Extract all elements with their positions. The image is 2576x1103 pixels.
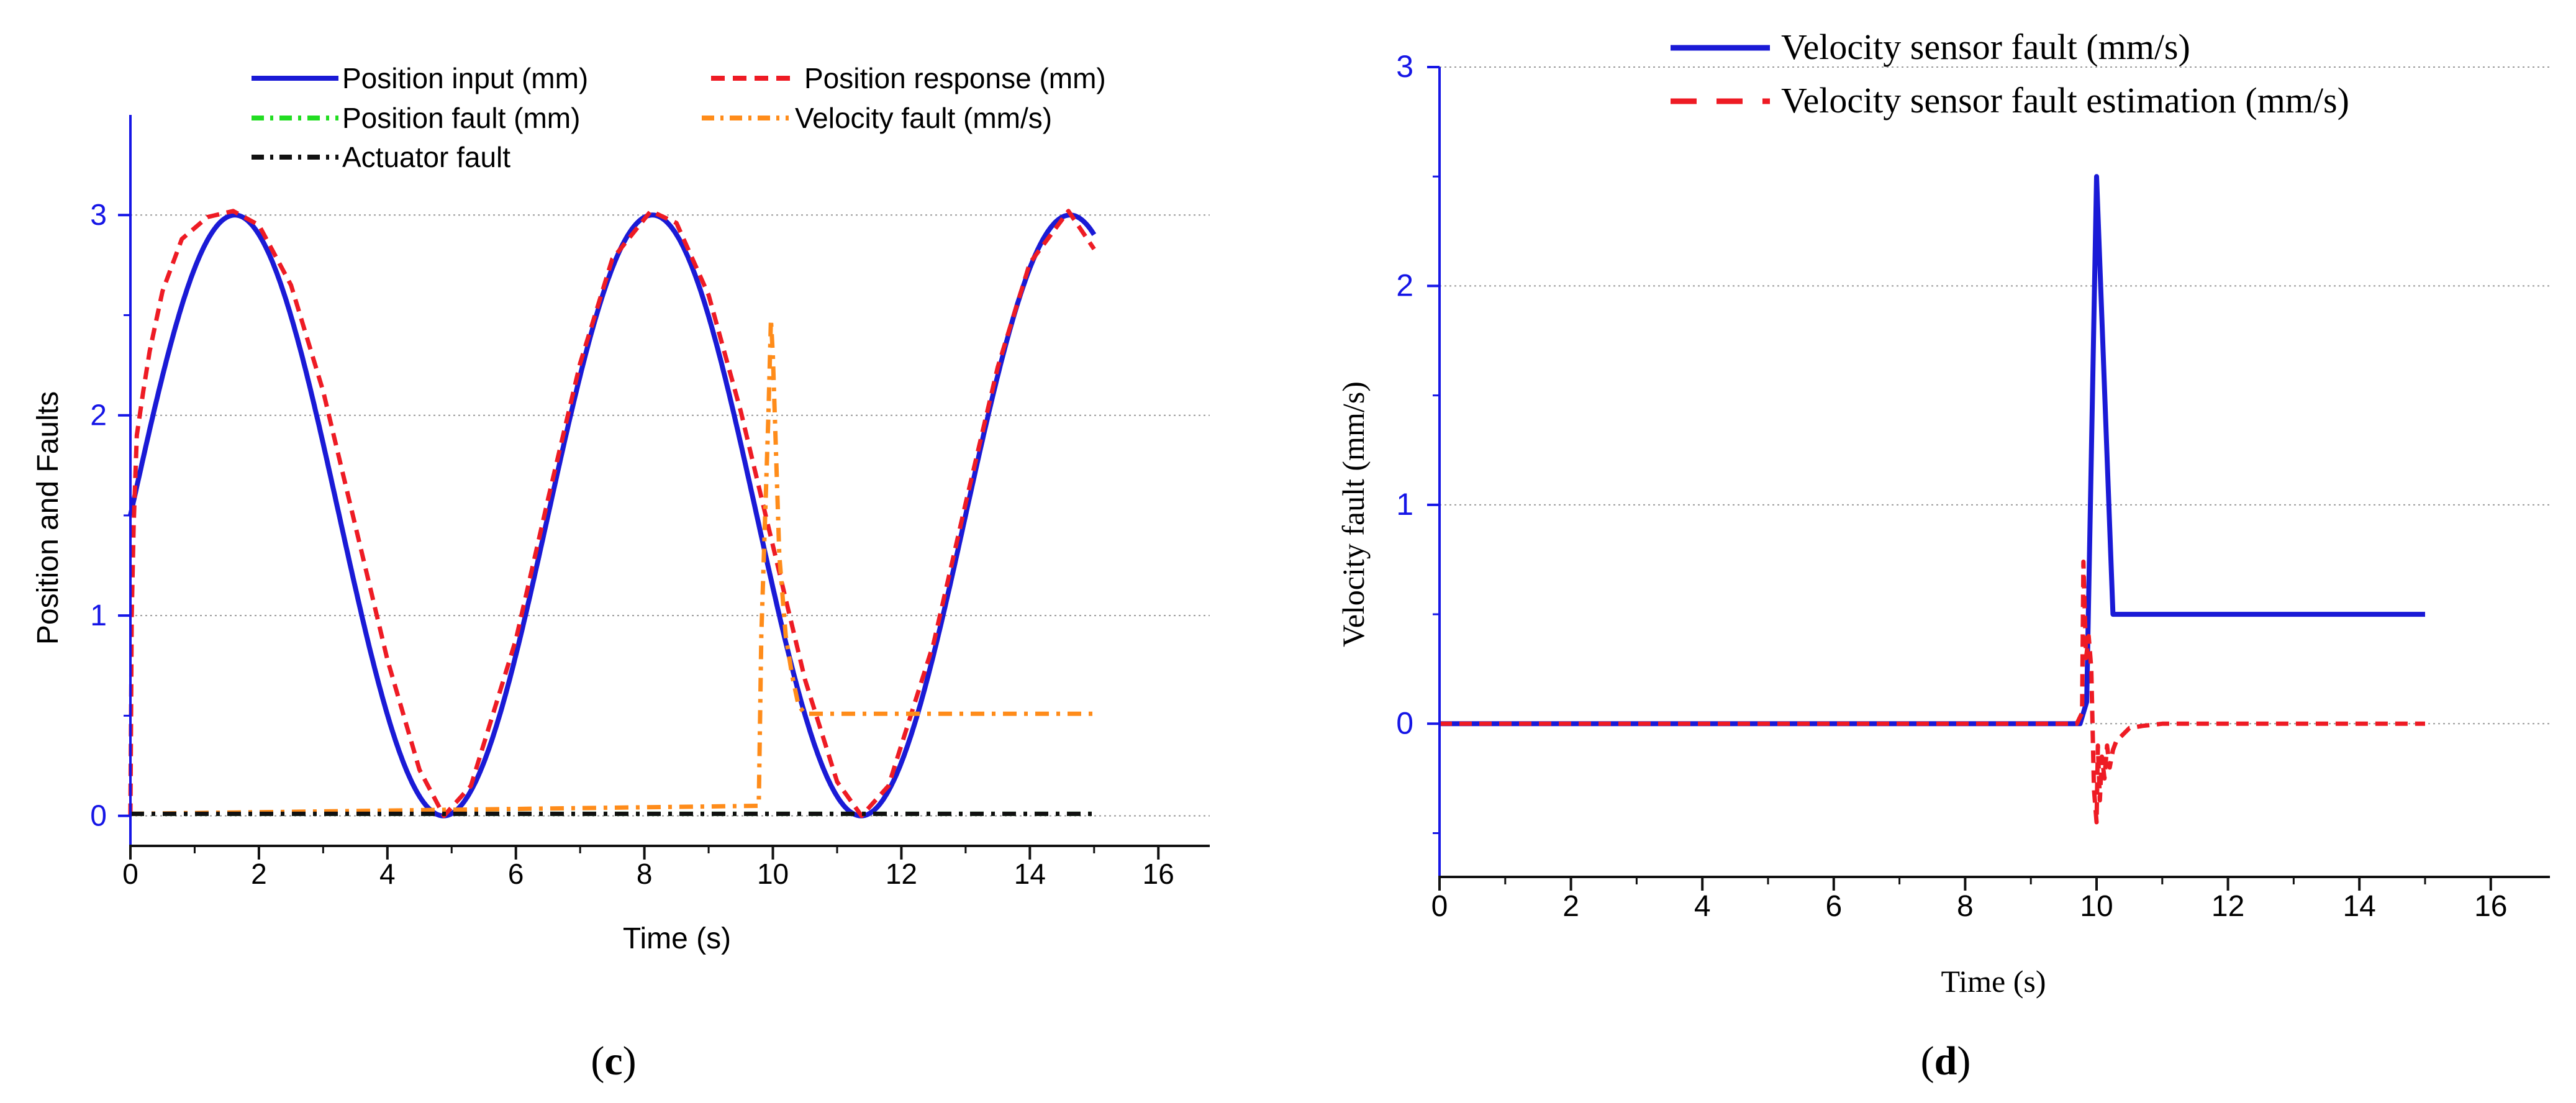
y-tick-label: 1 [1396,487,1413,522]
x-tick-label: 4 [1694,890,1711,923]
series-line [128,209,1096,819]
x-tick-label: 6 [508,858,524,890]
x-tick-label: 0 [122,858,138,890]
x-axis-label: Time (s) [1941,964,2046,999]
x-tick-label: 16 [2474,890,2507,923]
legend-label-actuator-fault: Actuator fault [342,141,510,173]
series-line [1440,174,2425,727]
grid-lines [130,214,1210,817]
x-tick-label: 12 [2211,890,2244,923]
legend-label-position-input: Position input (mm) [342,62,588,94]
y-axis-label: Velocity fault (mm/s) [1336,381,1371,647]
legend-label-velocity-fault: Velocity fault (mm/s) [795,102,1052,134]
data-series [128,209,1097,819]
y-tick-label: 1 [90,599,107,632]
legend: Velocity sensor fault (mm/s) Velocity se… [1671,27,2349,120]
x-tick-label: 12 [886,858,917,890]
legend-label-position-fault: Position fault (mm) [342,102,580,134]
x-tick-label: 0 [1431,890,1448,923]
legend: Position input (mm) Position response (m… [252,62,1106,173]
y-tick-labels: 0 1 2 3 [1396,49,1413,740]
y-tick-label: 3 [90,199,107,232]
y-tick-label: 2 [90,399,107,432]
grid-lines [1440,66,2550,725]
x-tick-labels: 0 2 4 6 8 10 12 14 16 [122,858,1174,890]
y-tick-label: 2 [1396,268,1413,302]
x-tick-label: 6 [1825,890,1842,923]
legend-label-position-response: Position response (mm) [804,62,1106,94]
x-tick-label: 14 [2342,890,2375,923]
series-line [1440,560,2425,825]
data-series [1440,174,2425,825]
x-tick-label: 14 [1014,858,1046,890]
x-tick-labels: 0 2 4 6 8 10 12 14 16 [1431,890,2508,923]
legend-label-velocity-sensor-fault: Velocity sensor fault (mm/s) [1781,27,2190,67]
x-tick-label: 2 [1562,890,1579,923]
x-tick-label: 16 [1143,858,1174,890]
panel-label-c: (c) [591,1038,636,1084]
y-tick-label: 3 [1396,49,1413,84]
x-tick-label: 2 [251,858,267,890]
y-tick-labels: 0 1 2 3 [90,199,107,832]
axes [1438,67,2550,878]
series-line [130,317,1094,816]
tick-marks [1427,66,2492,891]
x-tick-label: 4 [379,858,396,890]
x-tick-label: 8 [1957,890,1974,923]
x-tick-label: 8 [637,858,653,890]
series-line [128,212,1097,819]
y-tick-label: 0 [90,800,107,833]
x-tick-label: 10 [2080,890,2113,923]
y-tick-label: 0 [1396,706,1413,740]
panel-label-d: (d) [1921,1038,1971,1084]
legend-label-velocity-sensor-fault-estimation: Velocity sensor fault estimation (mm/s) [1781,80,2349,120]
x-axis-label: Time (s) [623,922,731,955]
y-axis-label: Position and Faults [32,391,65,645]
tick-marks [118,214,1160,860]
x-tick-label: 10 [757,858,789,890]
